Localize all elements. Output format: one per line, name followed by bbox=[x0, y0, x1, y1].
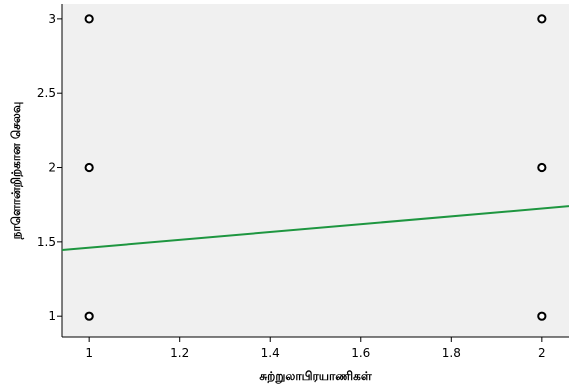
x-tick-label: 1.6 bbox=[351, 346, 370, 360]
y-tick-label: 2.5 bbox=[37, 86, 56, 100]
x-tick-label: 1.4 bbox=[261, 346, 280, 360]
y-tick-label: 3 bbox=[48, 12, 56, 26]
data-points bbox=[84, 14, 547, 321]
data-point bbox=[84, 14, 94, 24]
y-tick-label: 2 bbox=[48, 161, 56, 175]
x-axis-title: சுற்றுலாபிரயாணிகள் bbox=[259, 369, 371, 384]
x-tick-label: 1.8 bbox=[442, 346, 461, 360]
y-tick-label: 1 bbox=[48, 309, 56, 323]
data-point bbox=[537, 14, 547, 24]
data-point bbox=[84, 311, 94, 321]
y-tick-label: 1.5 bbox=[37, 235, 56, 249]
data-point bbox=[537, 311, 547, 321]
axes: 1 1.5 2 2.5 3 1 1.2 1.4 1.6 1.8 2 bbox=[37, 4, 569, 360]
y-axis-title: நாளொன்றிற்கான செலவு bbox=[9, 102, 24, 241]
data-point bbox=[84, 162, 94, 173]
x-tick-label: 2 bbox=[538, 346, 546, 360]
x-tick-label: 1.2 bbox=[170, 346, 189, 360]
plot-area bbox=[62, 4, 569, 337]
fit-line-group bbox=[61, 205, 569, 252]
data-point bbox=[537, 162, 547, 173]
fit-line bbox=[61, 205, 569, 252]
x-tick-label: 1 bbox=[85, 346, 93, 360]
